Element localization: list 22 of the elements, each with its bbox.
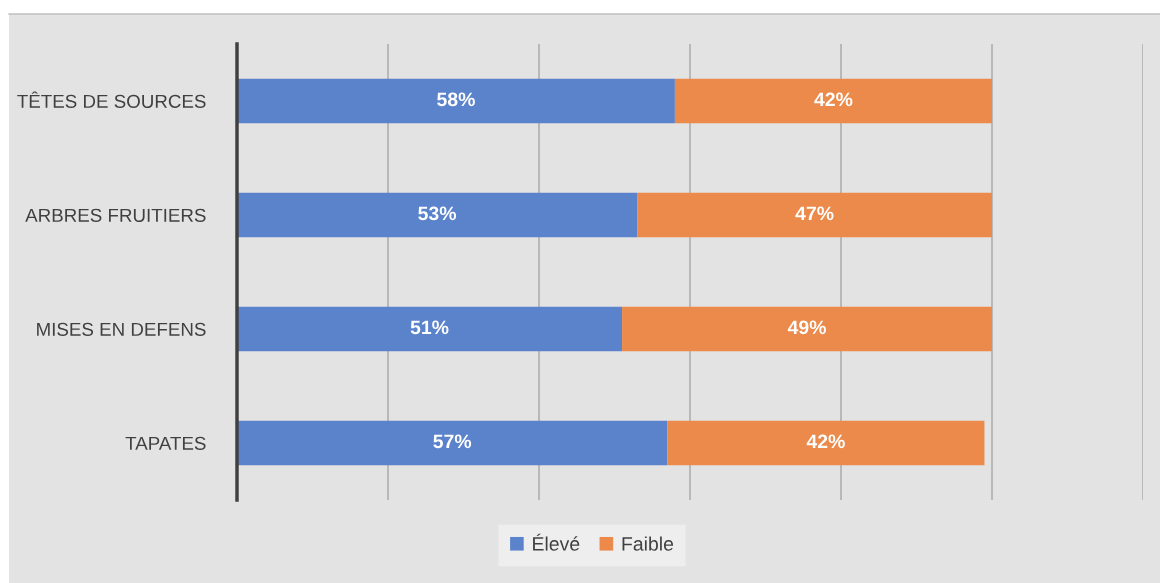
data-label: 42% [806, 434, 845, 449]
data-label: 42% [814, 92, 853, 107]
data-label: 57% [433, 434, 472, 449]
bar [667, 420, 985, 466]
data-label: 53% [418, 206, 457, 221]
bar [237, 420, 668, 466]
bar [237, 192, 638, 238]
bar [622, 306, 992, 352]
data-label: 49% [787, 320, 826, 335]
bar [237, 78, 675, 124]
data-label: 58% [437, 92, 475, 107]
y-tick-label: MISES EN DEFENS [37, 322, 206, 336]
bar [674, 78, 992, 124]
legend-label: Élevé [533, 533, 580, 551]
data-label: 47% [795, 206, 834, 221]
bar [637, 192, 992, 238]
legend-label: Faible [622, 536, 674, 551]
y-tick-label: TAPATES [125, 436, 206, 450]
bar [237, 306, 623, 352]
data-label: 51% [410, 320, 449, 335]
y-tick-label: TÊTES DE SOURCES [17, 91, 206, 108]
y-tick-label: ARBRES FRUITIERS [25, 208, 206, 222]
